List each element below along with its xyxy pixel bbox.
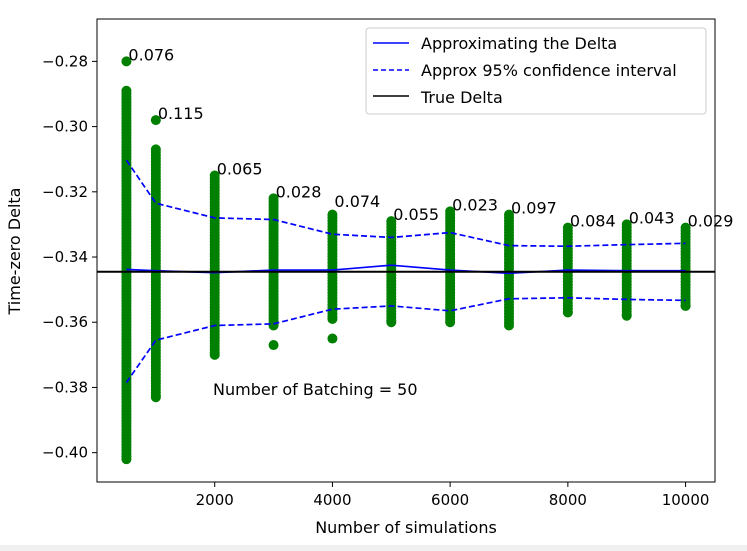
point-cluster bbox=[680, 222, 691, 311]
axes-frame bbox=[96, 18, 716, 483]
point-label: 0.097 bbox=[511, 199, 557, 218]
scatter-point-outlier bbox=[327, 333, 338, 344]
legend-label-true: True Delta bbox=[420, 88, 503, 107]
y-tick-label: −0.30 bbox=[42, 118, 88, 136]
point-cluster bbox=[621, 219, 632, 321]
y-tick-label: −0.36 bbox=[42, 313, 88, 331]
point-label: 0.076 bbox=[128, 45, 174, 64]
point-cluster bbox=[121, 56, 132, 465]
point-label: 0.023 bbox=[452, 195, 498, 214]
point-cluster bbox=[504, 209, 514, 331]
scatter-point bbox=[268, 320, 279, 331]
plot-content: 0.076 0.115 0.065 0.028 0.074 0.055 0.023 0.097… bbox=[97, 45, 734, 465]
x-tick-label: 10000 bbox=[662, 491, 710, 509]
bottom-strip bbox=[0, 545, 747, 551]
point-label: 0.074 bbox=[334, 192, 380, 211]
legend-label-ci: Approx 95% confidence interval bbox=[421, 61, 677, 80]
scatter-point bbox=[504, 320, 514, 331]
point-label: 0.029 bbox=[688, 212, 734, 231]
scatter-point bbox=[621, 310, 632, 321]
x-tick-label: 8000 bbox=[549, 491, 587, 509]
batching-annotation: Number of Batching = 50 bbox=[213, 380, 418, 399]
y-tick-label: −0.28 bbox=[42, 52, 88, 70]
x-axis-label: Number of simulations bbox=[315, 518, 497, 537]
x-tick-label: 6000 bbox=[431, 491, 469, 509]
x-axis-ticks: 2000 4000 6000 8000 10000 bbox=[196, 482, 710, 509]
scatter-point-outlier bbox=[268, 340, 279, 351]
scatter-point-outlier bbox=[150, 115, 161, 126]
point-cluster bbox=[327, 209, 338, 344]
y-axis-label: Time-zero Delta bbox=[5, 188, 24, 316]
ci-upper-line bbox=[125, 159, 686, 248]
legend-box bbox=[365, 27, 707, 115]
point-label: 0.055 bbox=[393, 205, 439, 224]
y-axis-ticks: −0.28 −0.30 −0.32 −0.34 −0.36 −0.38 −0.40 bbox=[42, 52, 97, 462]
scatter-point bbox=[121, 454, 132, 465]
x-tick-label: 2000 bbox=[196, 491, 234, 509]
scatter-point bbox=[386, 317, 397, 328]
point-cluster bbox=[445, 206, 456, 328]
scatter-point bbox=[562, 307, 573, 318]
x-tick-label: 4000 bbox=[313, 491, 351, 509]
y-tick-label: −0.40 bbox=[42, 444, 88, 462]
point-label: 0.115 bbox=[158, 104, 204, 123]
point-label: 0.065 bbox=[217, 160, 263, 179]
scatter-point bbox=[445, 317, 456, 328]
scatter-point bbox=[327, 313, 338, 324]
scatter-point bbox=[209, 349, 220, 360]
point-cluster bbox=[150, 115, 161, 403]
point-label: 0.028 bbox=[276, 182, 322, 201]
point-cluster bbox=[209, 170, 220, 360]
ci-lower-line bbox=[125, 296, 686, 384]
point-label: 0.084 bbox=[570, 212, 616, 231]
y-tick-label: −0.34 bbox=[42, 248, 88, 266]
point-label: 0.043 bbox=[629, 208, 675, 227]
legend-label-approx: Approximating the Delta bbox=[421, 34, 617, 53]
legend: Approximating the Delta Approx 95% confi… bbox=[365, 27, 707, 115]
y-tick-label: −0.32 bbox=[42, 183, 88, 201]
scatter-point bbox=[150, 392, 161, 403]
y-tick-label: −0.38 bbox=[42, 378, 88, 396]
scatter-point-outlier bbox=[121, 56, 132, 67]
scatter-point bbox=[680, 300, 691, 311]
